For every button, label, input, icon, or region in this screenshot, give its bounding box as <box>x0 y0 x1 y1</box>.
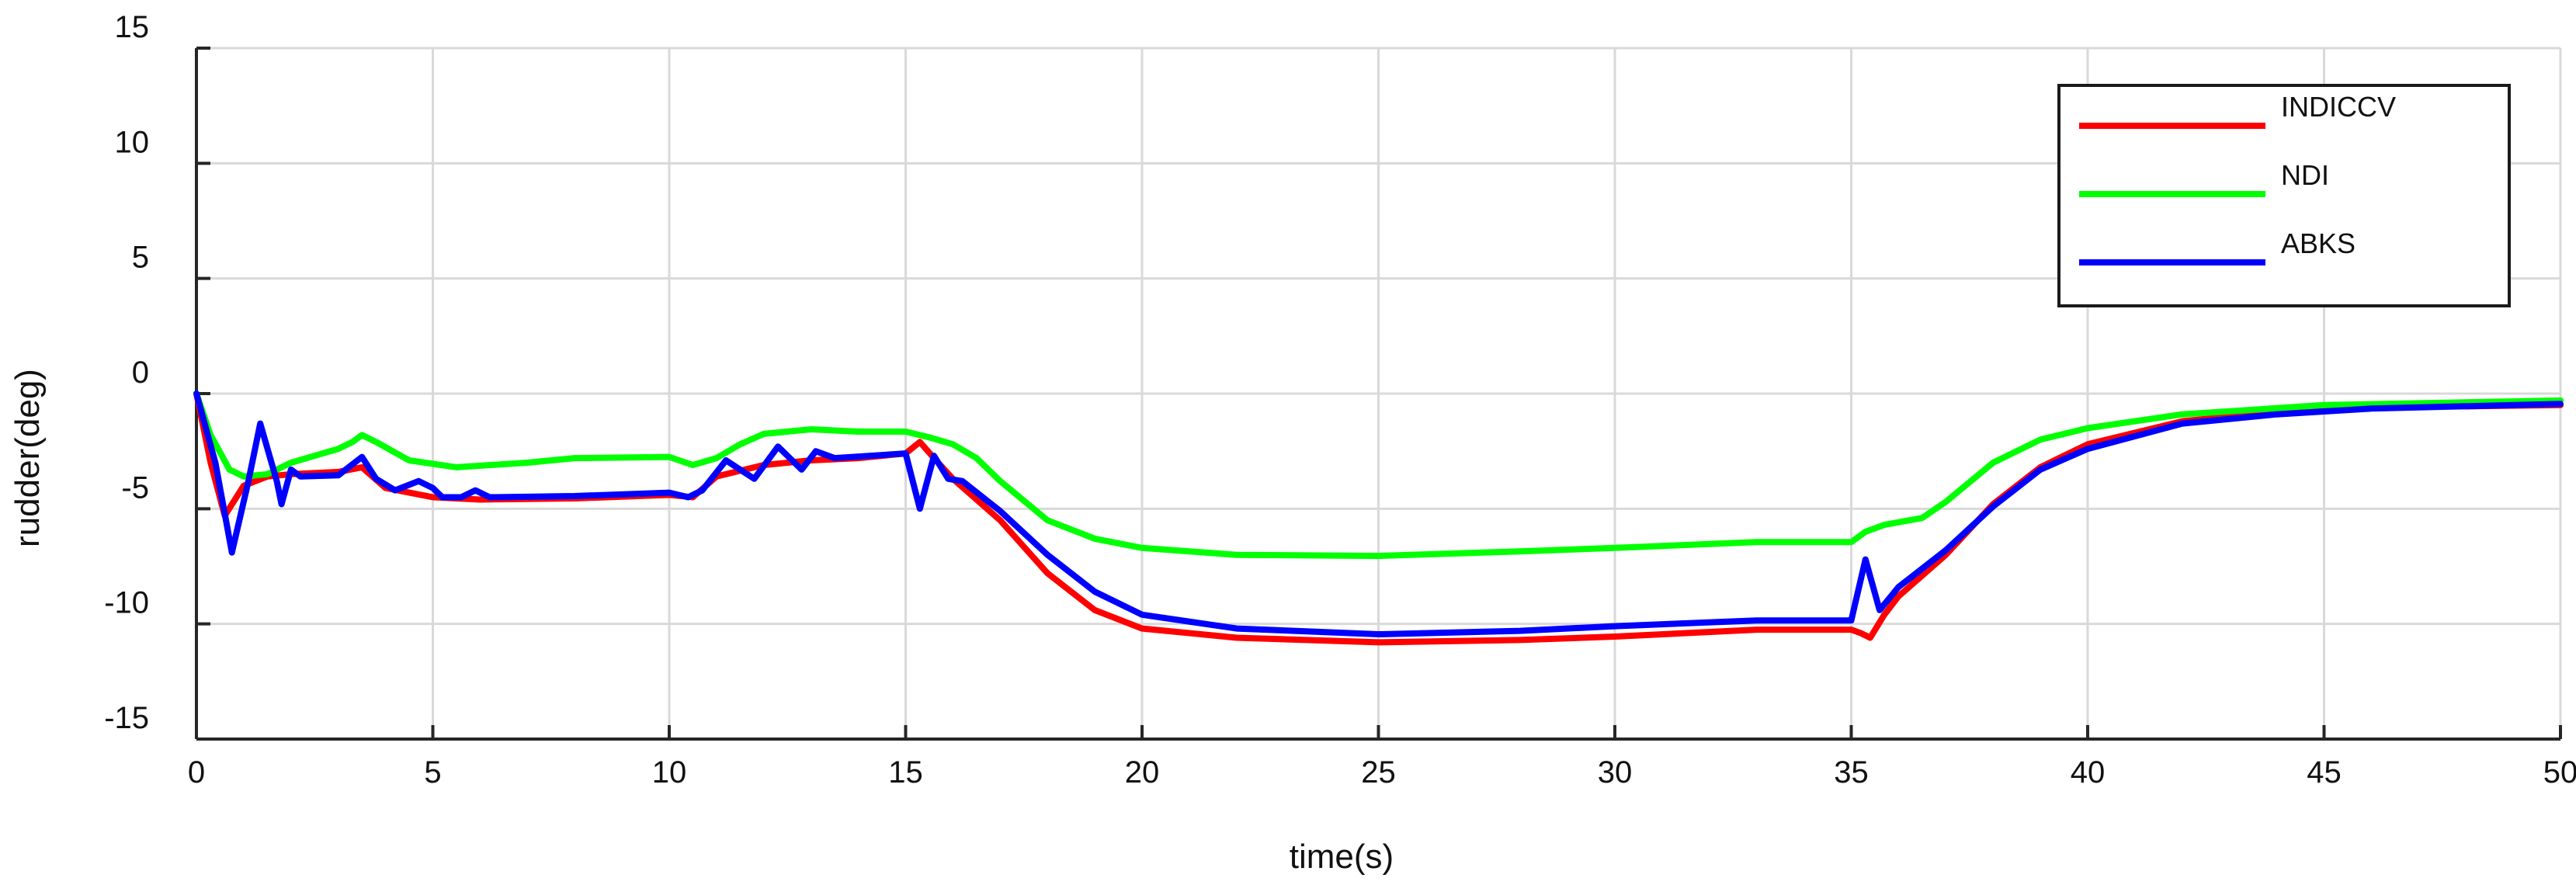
y-tick-label: 10 <box>115 125 150 159</box>
legend-label-indiccv: INDICCV <box>2281 91 2396 123</box>
series-group <box>193 390 2564 646</box>
series-line-ndi <box>193 390 2564 560</box>
x-tick-label: 45 <box>2307 755 2342 790</box>
x-tick-label: 20 <box>1125 755 1160 790</box>
y-tick-label: -15 <box>104 701 149 735</box>
x-axis-title: time(s) <box>1290 838 1394 876</box>
y-tick-label: 15 <box>115 10 150 44</box>
legend-label-abks: ABKS <box>2281 227 2356 259</box>
x-tick-label: 50 <box>2543 755 2576 790</box>
x-tick-label: 40 <box>2071 755 2106 790</box>
legend: INDICCV NDI ABKS <box>2057 84 2511 307</box>
y-axis-title: rudder(deg) <box>9 369 47 547</box>
legend-label-ndi: NDI <box>2281 159 2329 191</box>
y-tick-label: 0 <box>132 356 149 390</box>
x-tick-labels: 0 5 10 15 20 25 30 35 40 45 50 <box>188 755 2576 790</box>
x-tick-label: 0 <box>188 755 205 790</box>
y-tick-labels: 15 10 5 0 -5 -10 -15 <box>104 10 149 735</box>
y-tick-label: -5 <box>121 470 149 505</box>
series-line-indiccv <box>193 390 2564 646</box>
x-tick-label: 5 <box>424 755 441 790</box>
x-tick-label: 35 <box>1834 755 1869 790</box>
y-tick-label: -10 <box>104 586 149 620</box>
x-tick-label: 10 <box>652 755 687 790</box>
x-tick-label: 25 <box>1361 755 1396 790</box>
x-tick-label: 30 <box>1598 755 1633 790</box>
y-tick-label: 5 <box>132 241 149 275</box>
x-tick-label: 15 <box>888 755 923 790</box>
series-line-abks <box>193 390 2564 637</box>
